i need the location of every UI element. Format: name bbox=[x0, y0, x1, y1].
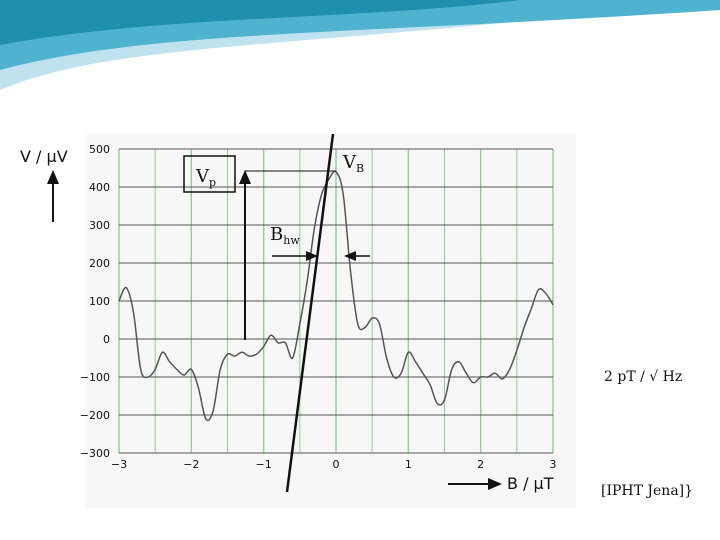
source-citation: [IPHT Jena]} bbox=[601, 483, 694, 499]
y-tick-label: −100 bbox=[80, 371, 110, 384]
y-tick-label: 300 bbox=[89, 219, 110, 232]
vp-label: Vp bbox=[195, 166, 216, 189]
x-tick-label: 3 bbox=[550, 458, 557, 471]
y-tick-label: −300 bbox=[80, 447, 110, 460]
noise-density-note: 2 pT / √ Hz bbox=[604, 369, 683, 385]
vp-label-box bbox=[183, 155, 236, 193]
x-tick-label: 2 bbox=[477, 458, 484, 471]
x-tick-labels: −3 −2 −1 0 1 2 3 bbox=[111, 458, 557, 471]
vp-arrow bbox=[239, 170, 336, 340]
x-tick-label: 0 bbox=[333, 458, 340, 471]
y-tick-label: 500 bbox=[89, 143, 110, 156]
bhw-left-arrow bbox=[272, 251, 318, 261]
banner-wave-front bbox=[0, 0, 520, 45]
bhw-right-arrow bbox=[344, 251, 370, 261]
x-tick-label: 1 bbox=[405, 458, 412, 471]
bhw-label: Bhw bbox=[270, 224, 300, 247]
y-tick-label: 0 bbox=[103, 333, 110, 346]
data-line bbox=[118, 170, 554, 422]
y-tick-label: 200 bbox=[89, 257, 110, 270]
x-tick-label: −1 bbox=[256, 458, 272, 471]
header-wave-banner bbox=[0, 0, 720, 90]
y-axis-label: V / μV bbox=[20, 147, 68, 166]
y-tick-label: 100 bbox=[89, 295, 110, 308]
y-tick-labels: 500 400 300 200 100 0 −100 −200 −300 bbox=[80, 143, 110, 460]
y-tick-label: −200 bbox=[80, 409, 110, 422]
vb-label: VB bbox=[342, 152, 364, 175]
slope-line bbox=[285, 133, 335, 493]
x-axis-arrow bbox=[448, 478, 502, 490]
x-tick-label: −2 bbox=[183, 458, 199, 471]
x-axis-label: B / μT bbox=[507, 474, 554, 493]
x-tick-label: −3 bbox=[111, 458, 127, 471]
y-axis-arrow bbox=[47, 170, 59, 222]
y-tick-label: 400 bbox=[89, 181, 110, 194]
plot-background bbox=[86, 134, 576, 508]
